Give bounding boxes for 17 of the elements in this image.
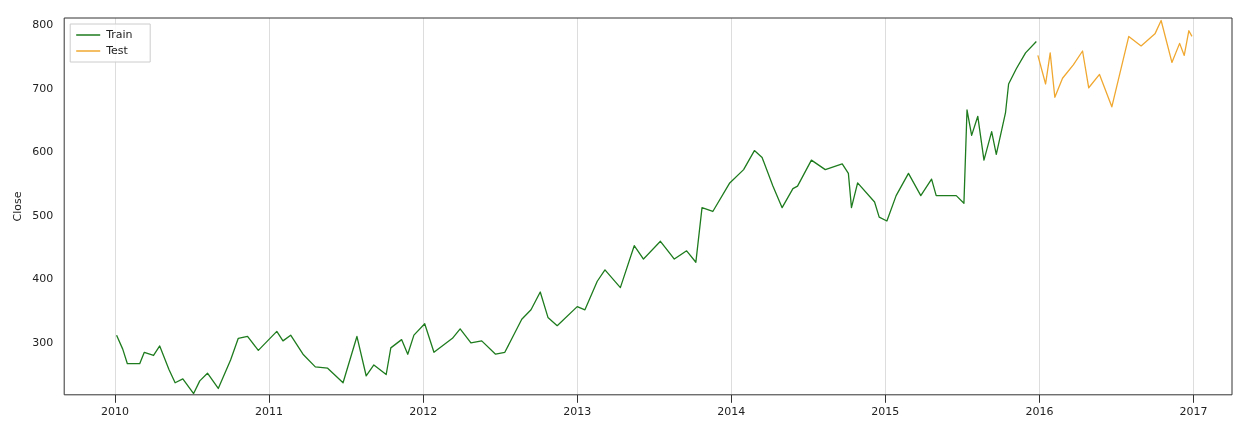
y-tick-label: 600: [32, 145, 54, 159]
x-tick-label: 2016: [1025, 405, 1054, 419]
y-tick-label: 400: [32, 272, 54, 286]
x-tick-label: 2014: [717, 405, 746, 419]
x-tick-label: 2015: [871, 405, 900, 419]
x-tick-label: 2012: [409, 405, 438, 419]
legend-label: Train: [105, 27, 133, 41]
y-tick-label: 800: [32, 18, 54, 32]
y-axis-title: Close: [11, 191, 25, 222]
y-tick-label: 500: [32, 208, 54, 222]
x-tick-label: 2011: [255, 405, 284, 419]
x-tick-label: 2017: [1179, 405, 1208, 419]
y-tick-label: 700: [32, 81, 54, 95]
x-tick-label: 2013: [563, 405, 592, 419]
y-tick-label: 300: [32, 335, 54, 349]
legend-label: Test: [105, 43, 129, 57]
x-tick-label: 2010: [101, 405, 130, 419]
